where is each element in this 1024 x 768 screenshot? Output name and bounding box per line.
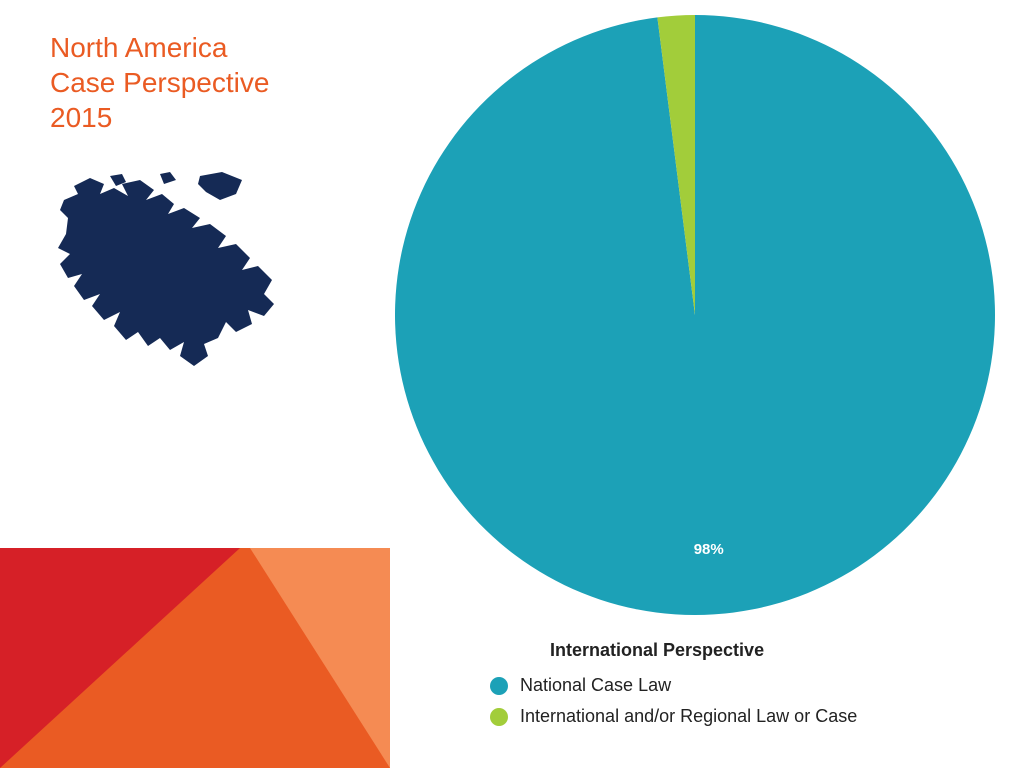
legend-item-label: National Case Law bbox=[520, 675, 671, 696]
page-title: North America Case Perspective 2015 bbox=[50, 30, 269, 135]
legend-swatch bbox=[490, 708, 508, 726]
title-line-2: Case Perspective bbox=[50, 65, 269, 100]
legend-title: International Perspective bbox=[550, 640, 857, 661]
pie-chart: 98% bbox=[395, 15, 995, 615]
title-line-1: North America bbox=[50, 30, 269, 65]
title-line-3: 2015 bbox=[50, 100, 269, 135]
legend-item: International and/or Regional Law or Cas… bbox=[490, 706, 857, 727]
legend-item-label: International and/or Regional Law or Cas… bbox=[520, 706, 857, 727]
legend-item: National Case Law bbox=[490, 675, 857, 696]
legend-swatch bbox=[490, 677, 508, 695]
decorative-geometric-block bbox=[0, 548, 390, 768]
north-america-map-icon bbox=[50, 170, 310, 370]
legend: International Perspective National Case … bbox=[490, 640, 857, 737]
pie-slice-label-national: 98% bbox=[694, 541, 724, 558]
